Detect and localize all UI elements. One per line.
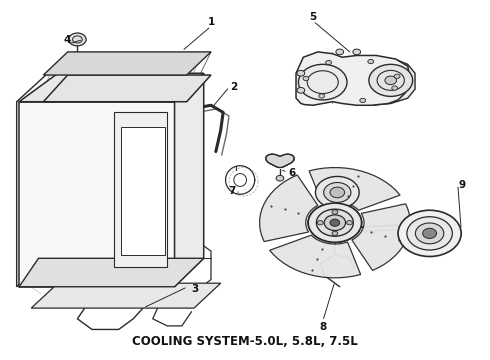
Circle shape: [317, 209, 353, 236]
Circle shape: [303, 76, 309, 81]
Circle shape: [298, 64, 347, 100]
Circle shape: [330, 219, 340, 226]
Circle shape: [407, 217, 452, 250]
Circle shape: [324, 215, 345, 230]
Circle shape: [308, 203, 362, 242]
Text: 8: 8: [319, 322, 326, 332]
Circle shape: [316, 176, 359, 208]
Polygon shape: [44, 52, 211, 75]
Circle shape: [276, 175, 284, 181]
Circle shape: [398, 210, 461, 257]
Text: 7: 7: [228, 186, 235, 196]
Circle shape: [330, 219, 340, 226]
Circle shape: [324, 183, 351, 202]
Polygon shape: [19, 258, 204, 287]
Circle shape: [317, 209, 353, 236]
Circle shape: [392, 86, 397, 90]
Polygon shape: [19, 73, 204, 102]
Text: 1: 1: [207, 17, 215, 27]
Circle shape: [385, 76, 396, 85]
Circle shape: [297, 87, 305, 93]
Circle shape: [308, 203, 362, 242]
Circle shape: [423, 228, 437, 238]
Circle shape: [336, 49, 343, 55]
Polygon shape: [121, 127, 165, 255]
Text: 2: 2: [230, 82, 238, 93]
Circle shape: [394, 74, 400, 78]
Circle shape: [330, 187, 344, 198]
Circle shape: [416, 223, 444, 244]
Polygon shape: [309, 168, 400, 210]
Circle shape: [368, 59, 374, 64]
Polygon shape: [260, 175, 318, 242]
Polygon shape: [174, 73, 204, 287]
Text: 4: 4: [64, 35, 72, 45]
Polygon shape: [296, 52, 410, 105]
Circle shape: [324, 215, 345, 230]
Text: 9: 9: [459, 180, 466, 190]
Polygon shape: [17, 66, 55, 287]
Polygon shape: [19, 102, 174, 287]
Circle shape: [69, 33, 86, 46]
Polygon shape: [270, 235, 361, 278]
Polygon shape: [369, 57, 415, 105]
Circle shape: [332, 210, 338, 214]
Text: 6: 6: [289, 168, 296, 178]
Polygon shape: [352, 204, 410, 270]
Polygon shape: [114, 112, 167, 267]
Circle shape: [297, 71, 305, 76]
Circle shape: [353, 49, 361, 55]
Polygon shape: [266, 154, 294, 167]
Text: 5: 5: [309, 12, 317, 22]
Circle shape: [318, 221, 323, 225]
Text: COOLING SYSTEM-5.0L, 5.8L, 7.5L: COOLING SYSTEM-5.0L, 5.8L, 7.5L: [132, 336, 358, 348]
Polygon shape: [31, 283, 220, 308]
Polygon shape: [44, 75, 211, 102]
Text: 3: 3: [192, 284, 199, 293]
Circle shape: [332, 231, 338, 235]
Circle shape: [369, 64, 413, 96]
Circle shape: [346, 221, 352, 225]
Circle shape: [326, 60, 332, 65]
Circle shape: [360, 98, 366, 103]
Circle shape: [319, 94, 325, 98]
